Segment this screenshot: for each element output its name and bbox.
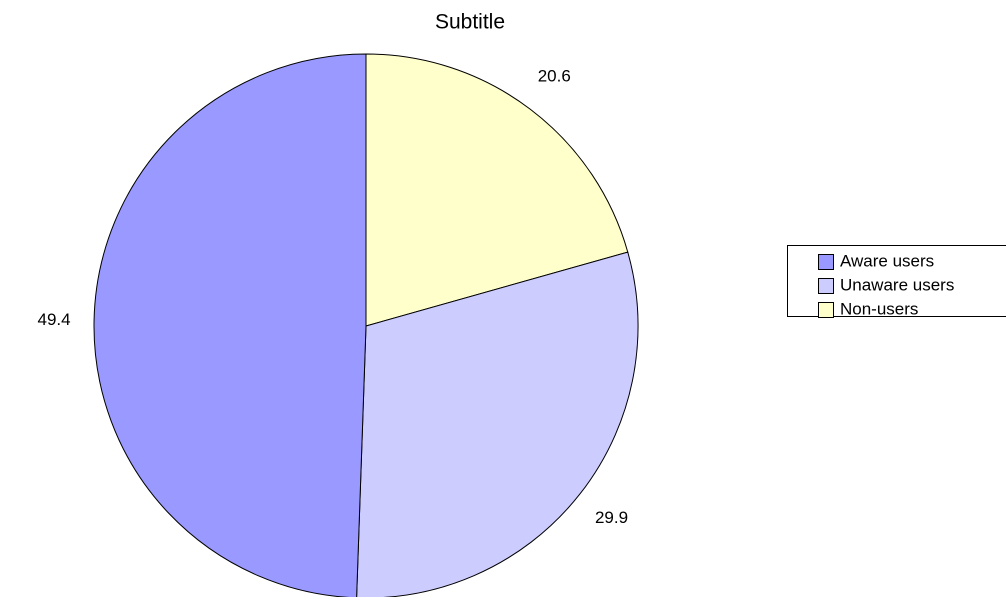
data-label: 20.6 [538, 67, 571, 86]
data-label: 29.9 [595, 508, 628, 527]
legend-label: Aware users [840, 251, 934, 270]
legend-swatch [818, 254, 834, 270]
legend-label: Non-users [840, 299, 918, 318]
pie-slice [365, 53, 629, 327]
pie-slice [93, 53, 367, 597]
chart-title: Subtitle [435, 11, 505, 34]
legend-label: Unaware users [840, 275, 954, 294]
legend-swatch [818, 302, 834, 318]
pie-slice [356, 251, 639, 597]
legend-swatch [818, 278, 834, 294]
data-label: 49.4 [37, 310, 70, 329]
